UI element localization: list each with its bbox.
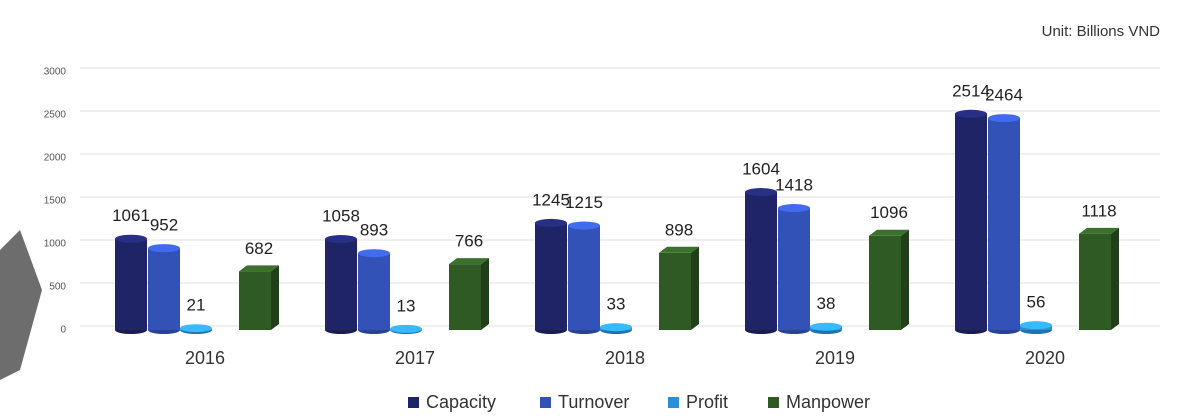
- legend-label: Manpower: [786, 392, 870, 412]
- data-label: 766: [455, 232, 483, 251]
- data-label: 1096: [870, 203, 908, 222]
- bar: [778, 208, 810, 330]
- y-tick-label: 1500: [44, 196, 67, 207]
- decoration: [0, 230, 42, 380]
- x-tick-label: 2017: [395, 348, 435, 368]
- bar: [535, 223, 567, 330]
- y-tick-label: 1000: [44, 239, 67, 250]
- data-label: 56: [1027, 293, 1046, 312]
- data-label: 898: [665, 220, 693, 239]
- bar-cap: [180, 324, 212, 332]
- bar-cap: [115, 235, 147, 243]
- bar: [449, 264, 481, 330]
- data-label: 1418: [775, 176, 813, 195]
- data-label: 682: [245, 239, 273, 258]
- data-label: 893: [360, 221, 388, 240]
- x-tick-label: 2018: [605, 348, 645, 368]
- legend-swatch: [668, 397, 679, 408]
- x-tick-label: 2016: [185, 348, 225, 368]
- bar: [955, 114, 987, 330]
- legend-label: Turnover: [558, 392, 629, 412]
- bar: [239, 271, 271, 330]
- y-tick-label: 2000: [44, 153, 67, 164]
- data-label: 13: [397, 296, 416, 315]
- bar-cap: [1020, 321, 1052, 329]
- unit-note: Unit: Billions VND: [1042, 23, 1161, 40]
- bar-cap: [988, 114, 1020, 122]
- bar-side: [271, 265, 279, 330]
- bar-cap: [810, 323, 842, 331]
- legend-swatch: [540, 397, 551, 408]
- bar: [325, 239, 357, 330]
- y-tick-label: 500: [49, 282, 66, 293]
- bar-cap: [778, 204, 810, 212]
- bar-side: [901, 230, 909, 330]
- bar: [1079, 234, 1111, 330]
- bar-cap: [568, 222, 600, 230]
- bar: [659, 253, 691, 330]
- bar-cap: [358, 249, 390, 257]
- bar: [568, 226, 600, 330]
- legend-swatch: [768, 397, 779, 408]
- bar: [988, 118, 1020, 330]
- bar-cap: [745, 188, 777, 196]
- bar-side: [481, 258, 489, 330]
- y-tick-label: 2500: [44, 110, 67, 121]
- bar-cap: [148, 244, 180, 252]
- bar-cap: [535, 219, 567, 227]
- legend-swatch: [408, 397, 419, 408]
- x-tick-label: 2020: [1025, 348, 1065, 368]
- bar: [745, 192, 777, 330]
- data-label: 33: [607, 295, 626, 314]
- bar-side: [1111, 228, 1119, 330]
- data-label: 1118: [1081, 201, 1116, 220]
- bar-cap: [325, 235, 357, 243]
- bar: [869, 236, 901, 330]
- legend-label: Profit: [686, 392, 728, 412]
- bar-cap: [600, 323, 632, 331]
- data-label: 38: [817, 294, 836, 313]
- y-tick-label: 3000: [44, 67, 67, 78]
- legend-label: Capacity: [426, 392, 496, 412]
- data-label: 1061: [112, 206, 150, 225]
- bar: [115, 239, 147, 330]
- x-tick-label: 2019: [815, 348, 855, 368]
- data-label: 21: [187, 296, 206, 315]
- chart: Unit: Billions VND 0 500 1000 1500 2000 2500 3…: [0, 0, 1192, 416]
- bar-cap: [390, 325, 422, 333]
- bar: [148, 248, 180, 330]
- data-label: 1058: [322, 206, 360, 225]
- y-tick-label: 0: [60, 325, 66, 336]
- data-label: 952: [150, 216, 178, 235]
- bar-cap: [955, 110, 987, 118]
- bar-side: [691, 247, 699, 330]
- data-label: 1215: [565, 193, 603, 212]
- bar: [358, 253, 390, 330]
- data-label: 2464: [985, 86, 1023, 105]
